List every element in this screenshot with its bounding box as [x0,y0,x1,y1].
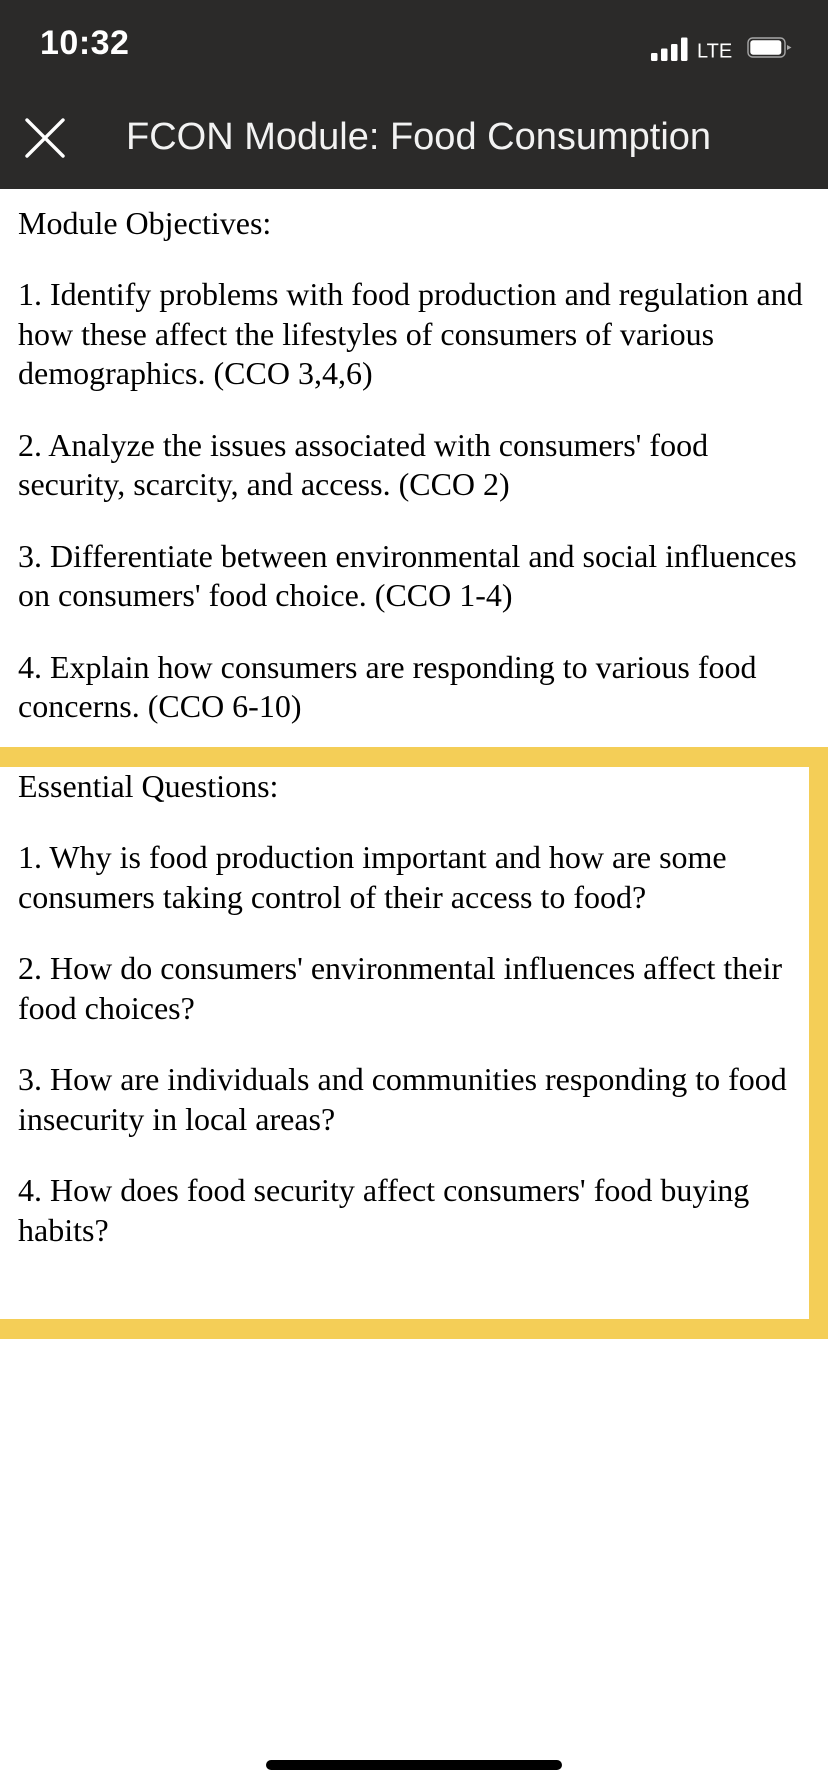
svg-text:LTE: LTE [697,41,732,63]
